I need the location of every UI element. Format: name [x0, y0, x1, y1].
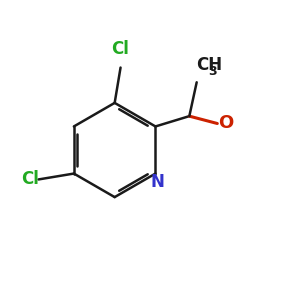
Text: 3: 3 — [208, 65, 217, 78]
Text: Cl: Cl — [21, 170, 39, 188]
Text: O: O — [218, 115, 233, 133]
Text: CH: CH — [196, 56, 222, 74]
Text: Cl: Cl — [112, 40, 130, 58]
Text: N: N — [151, 173, 165, 191]
